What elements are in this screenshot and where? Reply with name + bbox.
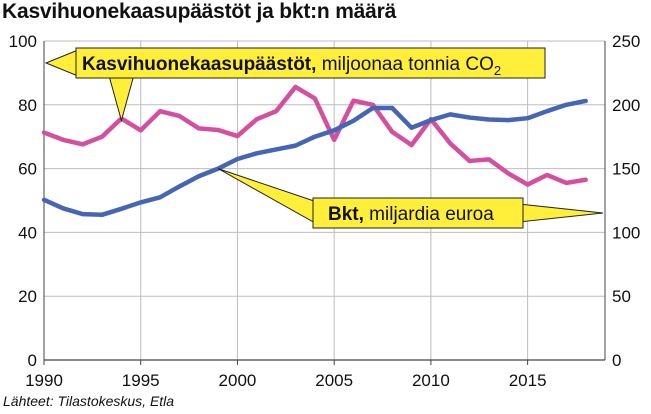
x-tick-label: 2010 [412, 371, 450, 390]
emissions-callout-left-pointer [44, 49, 79, 77]
gdp-line [41, 98, 588, 218]
gdp-callout-left-pointer [217, 168, 318, 225]
emissions-callout-down-pointer [108, 76, 135, 123]
gdp-label-rest: miljardia euroa [364, 204, 494, 225]
gdp-label-bold: Bkt, [328, 204, 364, 225]
y-right-tick-label: 50 [612, 287, 631, 306]
y-left-tick-label: 100 [9, 32, 37, 51]
emissions-callout-box [75, 47, 546, 79]
y-right-tick-label: 200 [612, 96, 640, 115]
x-tick-label: 2015 [509, 371, 547, 390]
y-left-tick-label: 40 [18, 223, 37, 242]
gdp-callout-box [312, 197, 524, 229]
y-left-tick-label: 60 [18, 160, 37, 179]
x-tick-label: 2000 [219, 371, 257, 390]
y-right-tick-label: 100 [612, 223, 640, 242]
source-note: Lähteet: Tilastokeskus, Etla [3, 393, 175, 409]
y-right-tick-label: 0 [612, 351, 621, 370]
y-left-tick-label: 80 [18, 96, 37, 115]
gdp-callout-label: Bkt, miljardia euroa [328, 204, 494, 225]
x-tick-label: 1995 [122, 371, 160, 390]
gdp-callout-right-pointer [518, 203, 604, 223]
x-tick-label: 1990 [25, 371, 63, 390]
y-right-tick-label: 150 [612, 160, 640, 179]
emissions-line [41, 84, 588, 187]
chart-title: Kasvihuonekaasupäästöt ja bkt:n määrä [2, 0, 397, 23]
series-lines [41, 84, 588, 218]
y-left-tick-label: 20 [18, 287, 37, 306]
x-tick-label: 2005 [315, 371, 353, 390]
emissions-label-rest: miljoonaa tonnia CO [316, 54, 493, 75]
y-left-tick-label: 0 [28, 351, 37, 370]
emissions-callout-label: Kasvihuonekaasupäästöt, miljoonaa tonnia… [82, 54, 501, 78]
callouts: Kasvihuonekaasupäästöt, miljoonaa tonnia… [44, 47, 604, 229]
emissions-label-bold: Kasvihuonekaasupäästöt, [82, 54, 316, 75]
emissions-label-subscript: 2 [494, 63, 501, 78]
y-right-tick-label: 250 [612, 32, 640, 51]
tick-labels: 0 20 40 60 80 100 0 50 100 150 200 250 1990 1995 2000 2… [9, 32, 641, 390]
